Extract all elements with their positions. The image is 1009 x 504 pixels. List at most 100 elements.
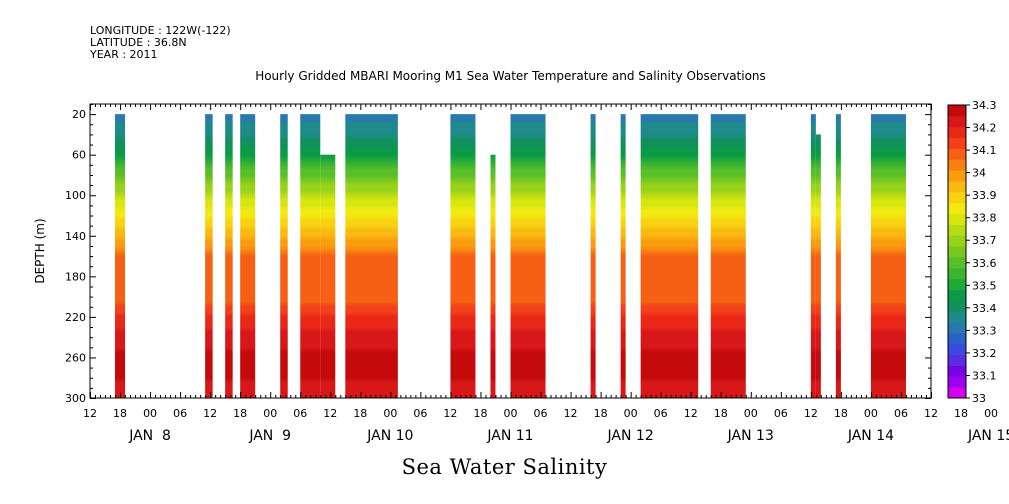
colorbar-label: 34.2 [972, 122, 997, 135]
colorbar-swatch [948, 148, 966, 160]
colorbar-swatch [948, 213, 966, 225]
colorbar-swatch [948, 170, 966, 182]
data-column [490, 154, 496, 398]
x-tick-label: 00 [263, 407, 277, 420]
colorbar-label: 33.9 [972, 189, 997, 202]
x-tick-label: 06 [534, 407, 548, 420]
colorbar-swatch [948, 256, 966, 269]
colorbar-swatch [948, 387, 966, 399]
data-columns [115, 114, 906, 398]
data-column [835, 114, 841, 398]
x-tick-label: 18 [233, 407, 247, 420]
colorbar-swatch [948, 159, 966, 171]
x-tick-label: 00 [143, 407, 157, 420]
colorbar-swatch [948, 289, 966, 301]
colorbar-label: 33.5 [972, 279, 997, 292]
y-tick-label: 300 [65, 392, 86, 405]
colorbar-swatch [948, 191, 966, 204]
x-tick-label: 18 [113, 407, 127, 420]
x-tick-label: 12 [323, 407, 337, 420]
x-date-label: JAN 14 [847, 428, 894, 444]
colorbar-swatch [948, 180, 966, 193]
x-tick-label: 18 [714, 407, 728, 420]
colorbar-label: 33.6 [972, 257, 997, 270]
data-column [450, 114, 476, 398]
x-date-label: JAN 15 [967, 428, 1009, 444]
colorbar-label: 34.1 [972, 144, 997, 157]
data-column [320, 154, 336, 398]
x-tick-label: 18 [473, 407, 487, 420]
x-tick-label: 06 [413, 407, 427, 420]
colorbar-swatch [948, 365, 966, 377]
colorbar-swatch [948, 354, 966, 366]
data-column [640, 114, 699, 398]
colorbar-swatch [948, 126, 966, 139]
data-column [815, 134, 821, 398]
x-date-label: JAN 8 [128, 428, 171, 444]
data-column [810, 114, 816, 398]
colorbar-label: 33.4 [972, 302, 997, 315]
colorbar-swatch [948, 105, 966, 117]
colorbar-swatch [948, 267, 966, 280]
x-tick-label: 00 [504, 407, 518, 420]
data-column [870, 114, 906, 398]
y-tick-label: 180 [65, 270, 86, 283]
colorbar-label: 34.3 [972, 99, 997, 112]
colorbar-label: 34 [972, 167, 986, 180]
colorbar-label: 33 [972, 392, 986, 405]
x-tick-label: 18 [954, 407, 968, 420]
colorbar-swatch [948, 300, 966, 312]
data-column [590, 114, 596, 398]
colorbar-label: 33.3 [972, 324, 997, 337]
x-tick-label: 06 [654, 407, 668, 420]
x-tick-label: 12 [203, 407, 217, 420]
colorbar-swatch [948, 311, 966, 323]
x-tick-label: 12 [924, 407, 938, 420]
x-tick-label: 00 [984, 407, 998, 420]
colorbar-swatch [948, 343, 966, 356]
chart-title: Hourly Gridded MBARI Mooring M1 Sea Wate… [255, 69, 766, 83]
longitude-label: LONGITUDE : 122W(-122) [90, 24, 231, 37]
x-tick-label: 00 [744, 407, 758, 420]
x-tick-label: 06 [173, 407, 187, 420]
y-tick-label: 220 [65, 311, 86, 324]
x-tick-label: 06 [894, 407, 908, 420]
x-date-label: JAN 11 [486, 428, 533, 444]
y-tick-label: 260 [65, 351, 86, 364]
colorbar: 33 33.1 33.2 33.3 33.4 33.5 33.6 33.7 33.8 33.9 34… [947, 99, 997, 405]
x-tick-label: 06 [293, 407, 307, 420]
colorbar-swatch [948, 224, 966, 236]
latitude-label: LATITUDE : 36.8N [90, 36, 187, 49]
data-column [300, 114, 321, 398]
x-tick-label: 00 [624, 407, 638, 420]
x-tick-label: 12 [804, 407, 818, 420]
colorbar-swatch [948, 322, 966, 334]
variable-title: Sea Water Salinity [401, 455, 608, 479]
y-tick-label: 20 [72, 108, 86, 121]
x-tick-label: 06 [774, 407, 788, 420]
colorbar-label: 33.7 [972, 234, 997, 247]
colorbar-label: 33.1 [972, 369, 997, 382]
colorbar-swatch [948, 115, 966, 128]
x-tick-label: 18 [353, 407, 367, 420]
colorbar-swatch [948, 278, 966, 290]
data-column [205, 114, 213, 398]
x-tick-label: 00 [383, 407, 397, 420]
colorbar-swatch [948, 246, 966, 258]
x-tick-label: 12 [684, 407, 698, 420]
data-column [510, 114, 546, 398]
data-column [620, 114, 626, 398]
x-date-label: JAN 10 [366, 428, 413, 444]
y-axis: 20 60 100 140 180 220 260 300 [65, 104, 931, 405]
x-date-label: JAN 13 [727, 428, 774, 444]
data-column [345, 114, 398, 398]
data-column [710, 114, 746, 398]
data-column [225, 114, 233, 398]
colorbar-label: 33.2 [972, 347, 997, 360]
colorbar-swatch [948, 332, 966, 345]
x-tick-label: 12 [83, 407, 97, 420]
x-date-label: JAN 12 [607, 428, 654, 444]
data-column [240, 114, 256, 398]
colorbar-swatch [948, 202, 966, 215]
